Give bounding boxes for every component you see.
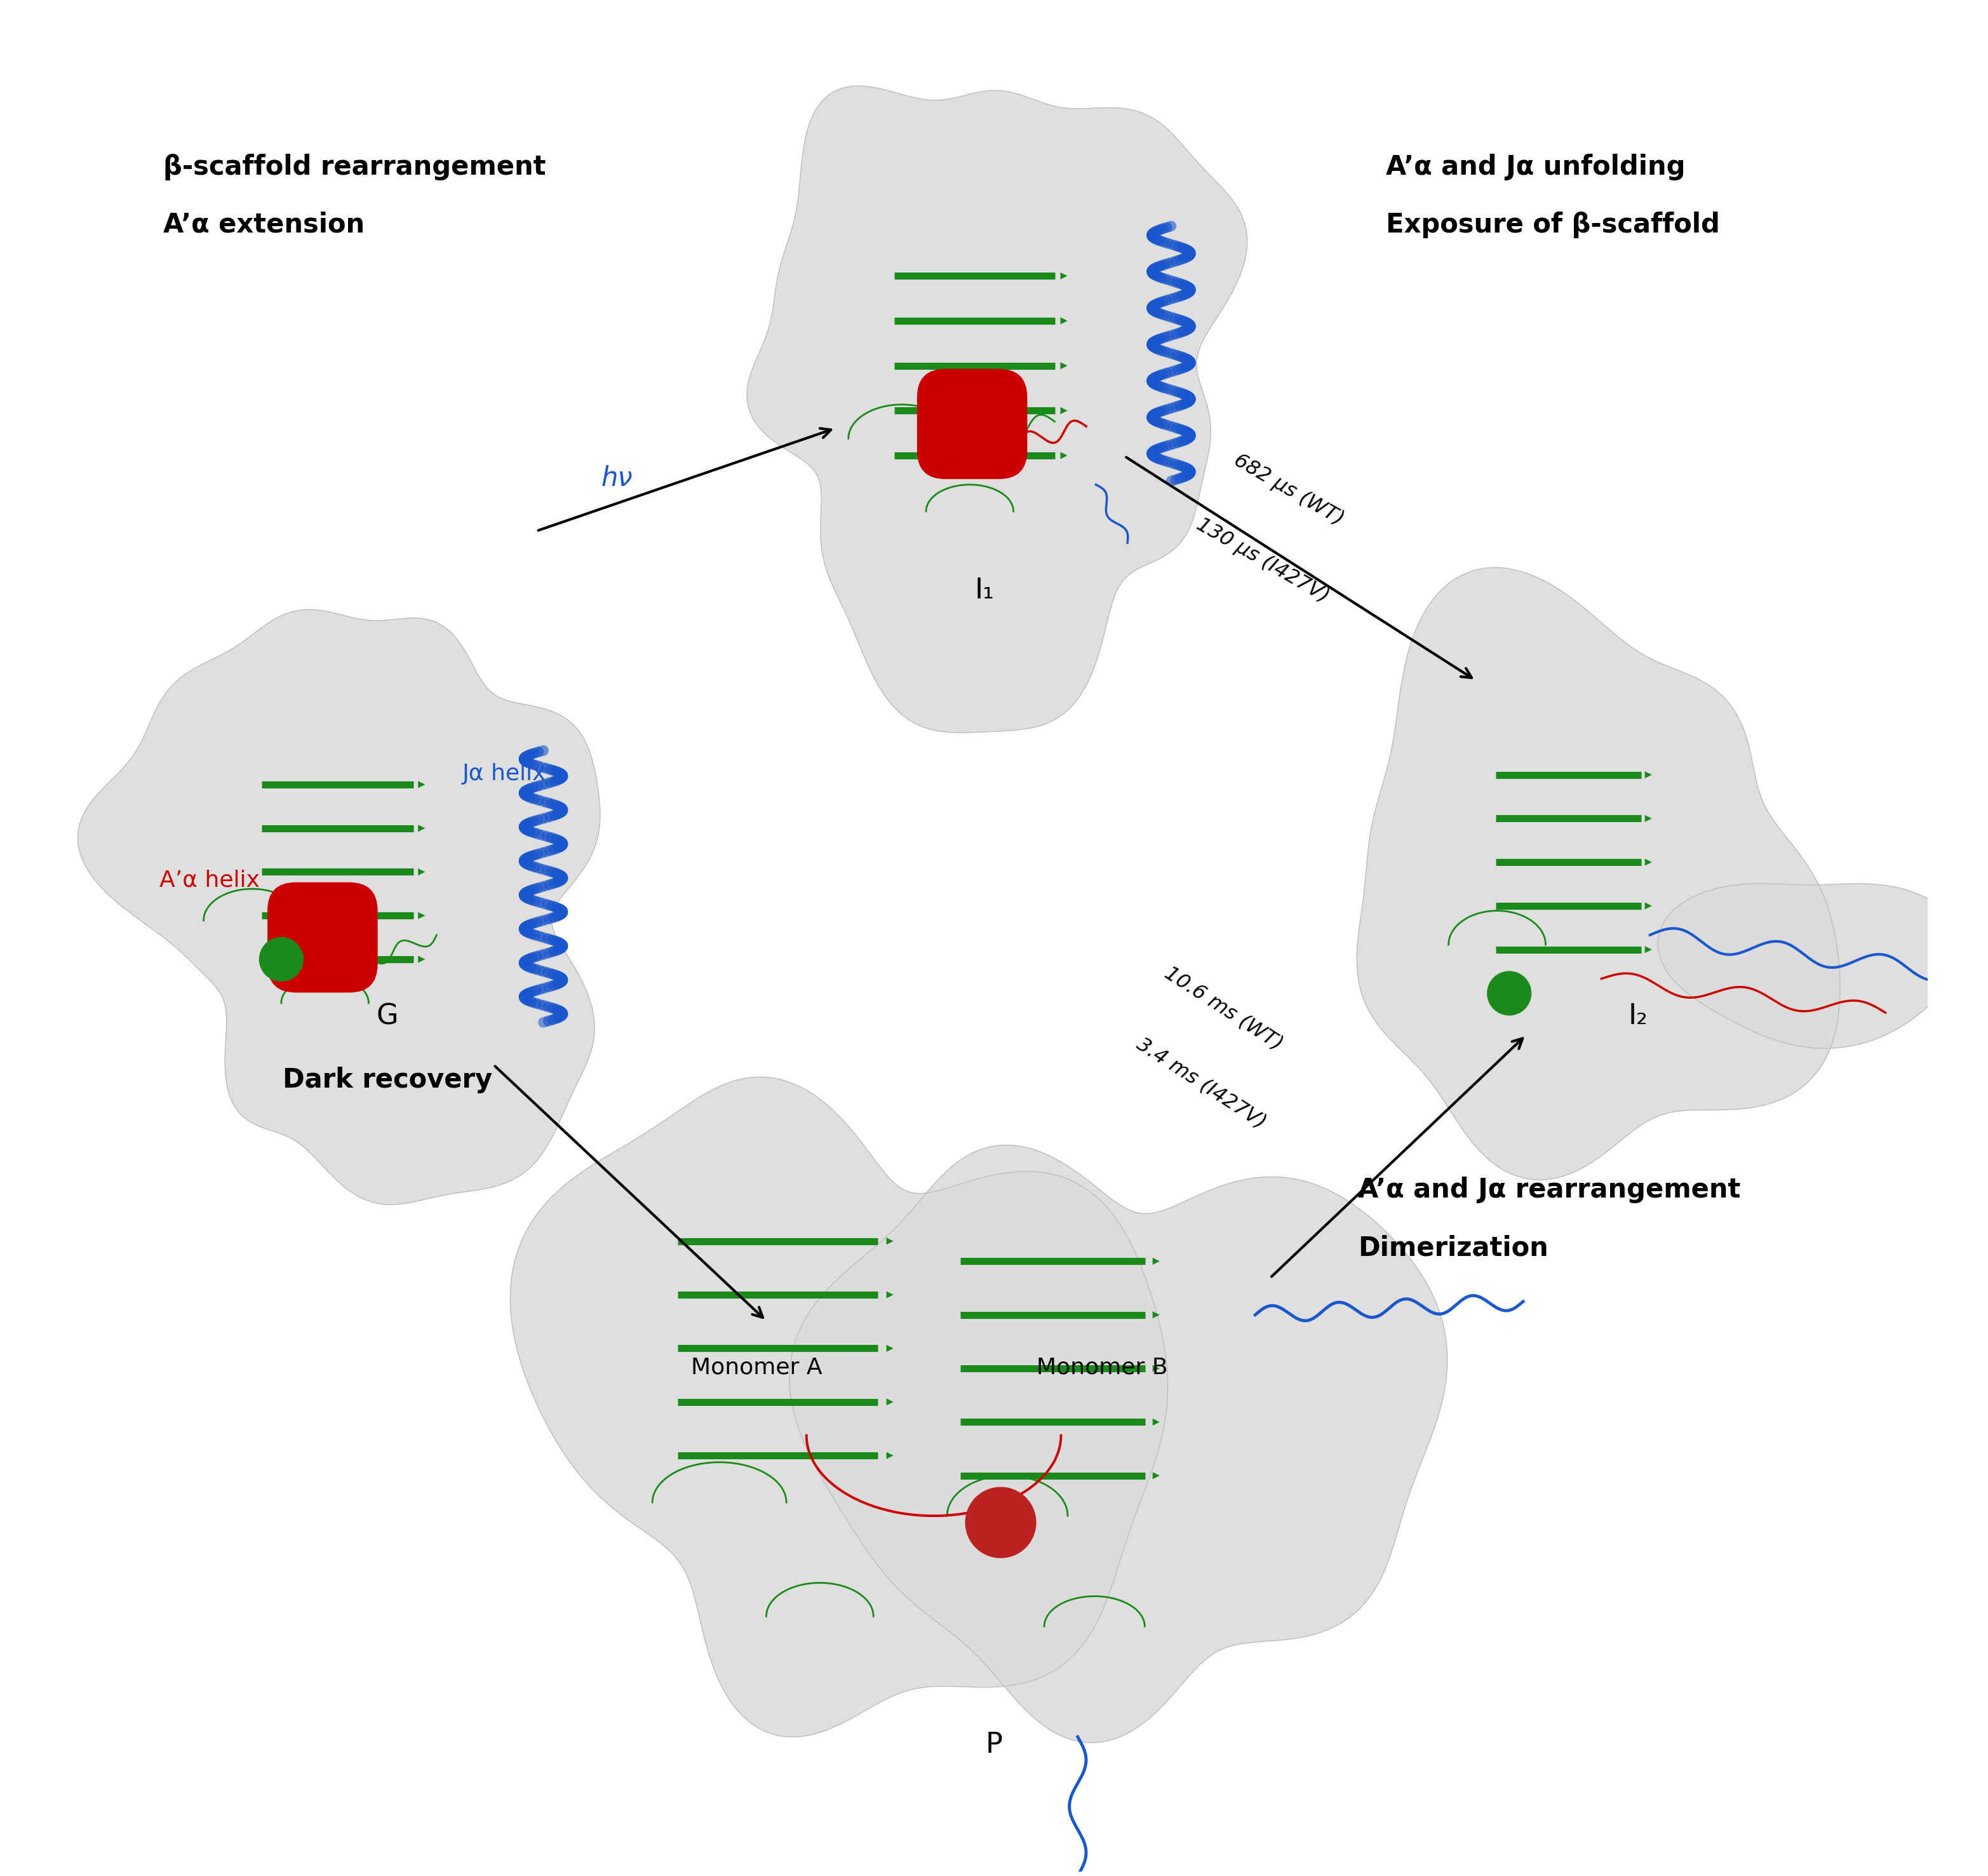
Text: 130 μs (I427V): 130 μs (I427V) xyxy=(1193,514,1332,606)
Ellipse shape xyxy=(966,1488,1036,1557)
Ellipse shape xyxy=(1487,972,1531,1015)
Text: A’α helix: A’α helix xyxy=(159,869,260,891)
Text: G: G xyxy=(376,1004,398,1030)
Text: 10.6 ms (WT): 10.6 ms (WT) xyxy=(1161,964,1286,1054)
FancyBboxPatch shape xyxy=(918,370,1028,478)
Polygon shape xyxy=(1658,884,1960,1049)
Text: Dimerization: Dimerization xyxy=(1358,1234,1549,1261)
Ellipse shape xyxy=(258,938,302,981)
Text: 682 μs (WT): 682 μs (WT) xyxy=(1231,450,1348,529)
Text: A’α and Jα rearrangement: A’α and Jα rearrangement xyxy=(1358,1176,1741,1203)
Text: A’α and Jα unfolding: A’α and Jα unfolding xyxy=(1386,154,1686,180)
Text: I₁: I₁ xyxy=(974,578,994,604)
Text: A’α extension: A’α extension xyxy=(163,212,364,238)
Text: Dark recovery: Dark recovery xyxy=(282,1067,493,1094)
Text: hν: hν xyxy=(600,465,632,492)
Polygon shape xyxy=(789,1144,1447,1743)
Text: Jα helix: Jα helix xyxy=(461,764,547,784)
Text: 3.4 ms (I427V): 3.4 ms (I427V) xyxy=(1133,1034,1270,1133)
Text: I₂: I₂ xyxy=(1628,1004,1648,1030)
Polygon shape xyxy=(747,86,1246,734)
Text: P: P xyxy=(986,1732,1002,1758)
Polygon shape xyxy=(78,610,600,1204)
Polygon shape xyxy=(1356,568,1841,1180)
Text: β-scaffold rearrangement: β-scaffold rearrangement xyxy=(163,154,547,180)
Polygon shape xyxy=(511,1077,1167,1737)
Text: Exposure of β-scaffold: Exposure of β-scaffold xyxy=(1386,212,1720,238)
FancyBboxPatch shape xyxy=(268,884,378,992)
Text: Monomer B: Monomer B xyxy=(1036,1356,1167,1379)
Text: Monomer A: Monomer A xyxy=(692,1356,823,1379)
